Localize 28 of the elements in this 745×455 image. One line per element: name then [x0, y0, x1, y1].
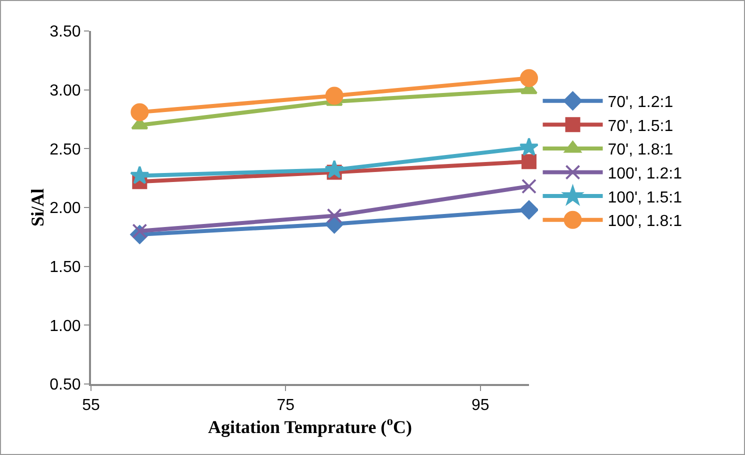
legend-label: 70', 1.5:1 [608, 118, 674, 135]
point [130, 103, 149, 122]
legend-label: 100', 1.5:1 [608, 189, 682, 206]
point [326, 208, 342, 224]
point [520, 69, 538, 88]
x-tick-label: 95 [471, 397, 490, 414]
x-tick-label: 75 [276, 397, 295, 414]
y-tick-label: 1.00 [50, 318, 81, 335]
legend-label: 70', 1.2:1 [608, 94, 674, 112]
y-tick-label: 3.00 [50, 82, 81, 100]
y-tick-label: 3.50 [50, 24, 81, 41]
point [522, 154, 536, 170]
legend-label: 100', 1.8:1 [608, 213, 682, 230]
point [519, 137, 539, 156]
point [520, 200, 538, 220]
y-tick-label: 0.50 [50, 376, 81, 394]
point [522, 178, 536, 194]
point [130, 166, 150, 184]
point [324, 160, 344, 178]
legend-label: 100', 1.2:1 [608, 165, 682, 182]
point [325, 86, 344, 105]
y-tick-label: 1.50 [50, 258, 81, 276]
x-axis-title: Agitation Temprature ($^{o}$C) [208, 414, 412, 437]
y-axis-title: Si/Al [28, 188, 48, 227]
y-tick-label: 2.00 [50, 200, 81, 218]
y-tick-label: 2.50 [50, 141, 81, 158]
x-tick-label: 55 [82, 397, 100, 414]
legend-label: 70', 1.8:1 [608, 142, 674, 159]
